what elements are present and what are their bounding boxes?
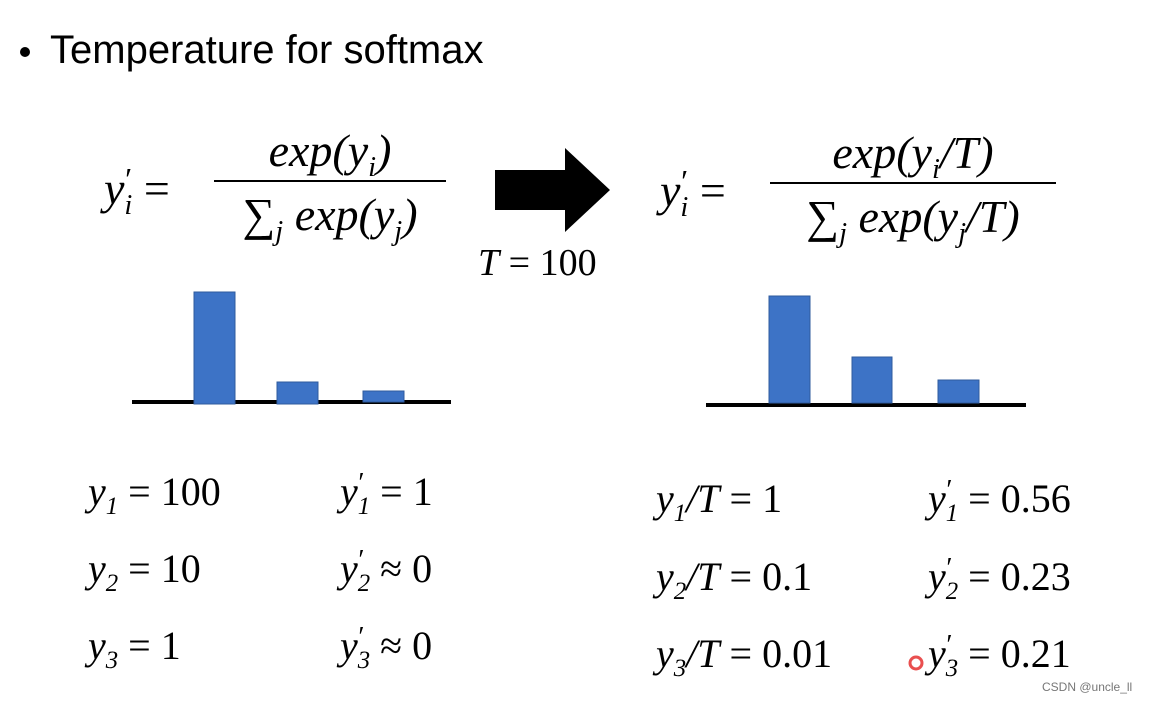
math-up: = 0.01 [719,631,833,676]
equation: y2/T = 0.1 [656,554,813,604]
cursor-dot [908,655,924,671]
math-sub: 1 [945,499,959,527]
bar [362,390,405,403]
denominator: ∑j exp(yj) [242,189,418,246]
math-up: = 0.1 [719,554,813,599]
math-text: y [656,631,674,676]
math-text: y [340,546,358,591]
math-up: = [688,165,726,216]
math-up: ∑ [242,189,276,240]
equation: y1 = 100 [88,469,221,519]
bar [768,295,811,404]
equation: y′2 = 0.23 [928,553,1071,605]
equation: y′3 = 0.21 [928,630,1071,682]
numerator: exp(yi) [268,125,392,182]
math-sub: 1 [673,499,687,527]
math-sub: 1 [357,492,371,520]
math-up: ≈ 0 [370,546,433,591]
formula-lhs: y′i = [104,160,170,221]
math-up: = 1 [118,623,181,668]
math-text: /T [686,476,720,521]
math-up: = 0.56 [958,476,1071,521]
math-sub: 1 [105,492,119,520]
math-up: = 100 [499,242,597,284]
math-text: y [656,554,674,599]
math-sub: 3 [673,654,687,682]
equation: y′2 ≈ 0 [340,545,433,597]
equation: y3 = 1 [88,623,181,673]
math-up: = [132,163,170,214]
watermark: CSDN @uncle_ll [1042,680,1133,694]
equation: y′1 = 1 [340,468,433,520]
math-sub: i [368,151,377,183]
math-up: = 100 [118,469,221,514]
math-text: /T [686,631,720,676]
math-sub: j [958,217,967,249]
math-text: y [88,469,106,514]
bar [193,291,236,405]
math-sub: j [275,215,284,247]
math-sub: 3 [357,646,371,674]
bar [851,356,893,404]
numerator: exp(yi/T) [832,127,994,184]
math-up: = 1 [370,469,433,514]
math-up: ≈ 0 [370,623,433,668]
math-sub: i [680,191,689,223]
fraction-bar [770,182,1056,184]
math-sub: 3 [945,654,959,682]
math-sub: 2 [105,569,119,597]
formula-fraction: exp(yi) ∑j exp(yj) [214,125,446,246]
math-up: = 1 [719,476,783,521]
equation: y2 = 10 [88,546,201,596]
math-text: exp(y [847,191,959,242]
formula-lhs: y′i = [660,162,726,223]
math-text: y [928,476,946,521]
math-text: exp(y [268,125,369,176]
equation: y1/T = 1 [656,476,783,526]
math-text: ) [402,189,418,240]
math-text: y [660,165,681,216]
arrow-label: T = 100 [478,244,597,282]
math-text: T [478,242,500,284]
math-text: exp(y [283,189,395,240]
equation: y′3 ≈ 0 [340,622,433,674]
bar [937,379,980,404]
math-up: = 0.23 [958,554,1071,599]
math-up: = 0.21 [958,631,1071,676]
math-text: y [104,163,125,214]
math-text: y [88,623,106,668]
math-text: y [88,546,106,591]
equation: y3/T = 0.01 [656,631,833,681]
bullet [20,47,30,57]
arrow [495,148,610,232]
math-sub: i [931,153,940,185]
math-text: exp(y [832,127,932,178]
math-sub: 2 [673,577,687,605]
math-sub: 3 [105,646,119,674]
formula-fraction: exp(yi/T) ∑j exp(yj/T) [770,127,1056,248]
equation: y′1 = 0.56 [928,475,1071,527]
math-text: y [340,469,358,514]
math-text: /T) [966,191,1020,242]
math-up: = 10 [118,546,201,591]
math-text: y [656,476,674,521]
denominator: ∑j exp(yj/T) [806,191,1020,248]
fraction-bar [214,180,446,182]
math-text: ) [376,125,392,176]
slide-title: Temperature for softmax [50,28,484,72]
math-sub: 2 [945,577,959,605]
math-sub: j [839,217,848,249]
math-text: y [928,554,946,599]
math-sub: i [124,189,133,221]
math-sub: 2 [357,569,371,597]
math-text: /T [686,554,720,599]
math-text: y [340,623,358,668]
math-sub: j [394,215,403,247]
math-text: y [928,631,946,676]
math-text: /T) [939,127,994,178]
math-up: ∑ [806,191,840,242]
bar [276,381,319,405]
